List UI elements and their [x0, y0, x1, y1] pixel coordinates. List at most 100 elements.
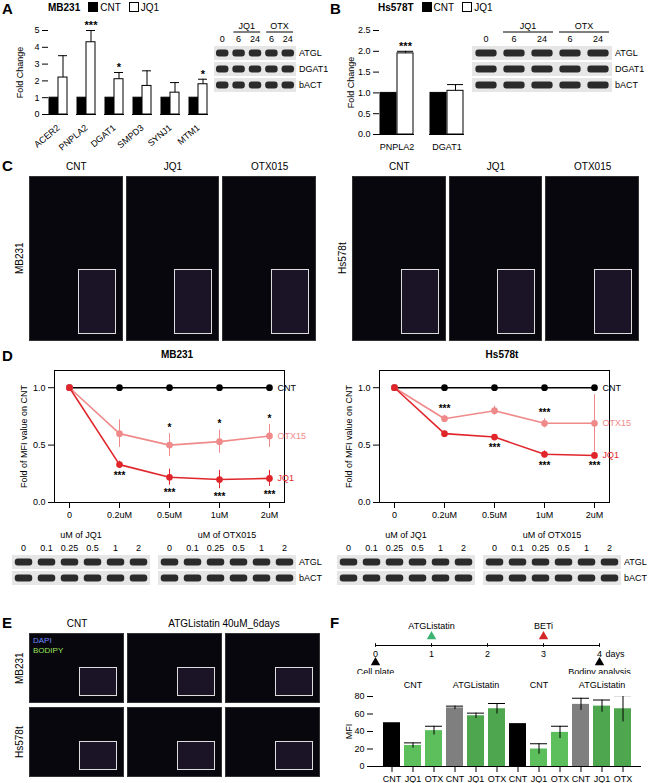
svg-text:0.2uM: 0.2uM	[432, 510, 457, 520]
svg-text:24: 24	[283, 34, 293, 44]
svg-text:Fold of MFI value on CNT: Fold of MFI value on CNT	[344, 384, 354, 488]
svg-text:0.2uM: 0.2uM	[107, 510, 132, 520]
svg-text:24: 24	[250, 34, 260, 44]
svg-text:JQ1: JQ1	[239, 21, 256, 31]
svg-text:OTX: OTX	[425, 774, 444, 783]
svg-text:6: 6	[269, 34, 274, 44]
svg-text:JQ1: JQ1	[405, 774, 422, 783]
svg-text:0.5: 0.5	[86, 543, 99, 553]
svg-text:SYNJ1: SYNJ1	[146, 123, 174, 149]
svg-text:bACT: bACT	[615, 80, 639, 90]
svg-text:*: *	[117, 61, 122, 73]
svg-text:ATGListatin: ATGListatin	[453, 680, 499, 690]
svg-text:2: 2	[282, 543, 287, 553]
svg-text:DGAT1: DGAT1	[299, 64, 328, 74]
svg-text:JQ1: JQ1	[520, 21, 537, 31]
svg-text:1: 1	[429, 649, 434, 659]
svg-text:6: 6	[511, 34, 516, 44]
svg-text:*: *	[268, 413, 272, 424]
svg-text:0: 0	[167, 543, 172, 553]
svg-text:20: 20	[354, 744, 364, 754]
svg-text:0: 0	[220, 34, 225, 44]
svg-text:CNT: CNT	[603, 383, 622, 393]
svg-text:0.1: 0.1	[511, 543, 524, 553]
svg-text:60: 60	[354, 709, 364, 719]
svg-text:0: 0	[483, 34, 488, 44]
svg-text:4: 4	[34, 42, 39, 52]
svg-text:***: ***	[539, 460, 551, 471]
svg-text:OTX: OTX	[614, 774, 633, 783]
svg-text:ATGListatin: ATGListatin	[579, 680, 625, 690]
svg-text:0: 0	[67, 510, 72, 520]
svg-text:CNT: CNT	[404, 680, 423, 690]
svg-text:*: *	[218, 418, 222, 429]
svg-text:0.0: 0.0	[358, 129, 371, 139]
svg-text:0.1: 0.1	[40, 543, 53, 553]
svg-text:0.5: 0.5	[33, 440, 46, 450]
svg-text:0: 0	[359, 761, 364, 771]
svg-text:80: 80	[354, 691, 364, 701]
svg-text:***: ***	[214, 491, 226, 502]
svg-text:***: ***	[264, 489, 276, 500]
svg-text:DGAT1: DGAT1	[615, 64, 644, 74]
svg-text:ATGL: ATGL	[624, 557, 647, 567]
svg-text:***: ***	[489, 442, 501, 453]
svg-text:BETi: BETi	[534, 621, 553, 631]
svg-text:3: 3	[34, 59, 39, 69]
svg-text:0.25: 0.25	[532, 543, 550, 553]
svg-text:1: 1	[259, 543, 264, 553]
svg-text:2: 2	[461, 543, 466, 553]
svg-text:***: ***	[85, 19, 99, 31]
svg-text:0.0: 0.0	[358, 497, 371, 507]
svg-text:*: *	[168, 422, 172, 433]
svg-text:24: 24	[537, 34, 547, 44]
svg-text:0.1: 0.1	[365, 543, 378, 553]
svg-text:MTM1: MTM1	[176, 123, 202, 147]
svg-text:40: 40	[354, 726, 364, 736]
svg-text:bACT: bACT	[624, 573, 648, 583]
svg-text:0.5: 0.5	[358, 440, 371, 450]
svg-text:uM of JQ1: uM of JQ1	[60, 530, 102, 540]
svg-text:0.25: 0.25	[207, 543, 225, 553]
svg-text:0.5: 0.5	[557, 543, 570, 553]
svg-text:ATGL: ATGL	[299, 557, 322, 567]
svg-text:6: 6	[567, 34, 572, 44]
svg-text:MFI: MFI	[344, 724, 354, 740]
svg-text:***: ***	[399, 40, 413, 52]
svg-text:JQ1: JQ1	[531, 774, 548, 783]
svg-text:3: 3	[541, 649, 546, 659]
svg-text:0: 0	[346, 543, 351, 553]
svg-text:1: 1	[34, 93, 39, 103]
svg-text:2.5: 2.5	[358, 25, 371, 35]
svg-text:***: ***	[164, 487, 176, 498]
svg-text:DGAT1: DGAT1	[89, 123, 118, 150]
svg-text:0: 0	[492, 543, 497, 553]
svg-text:CNT: CNT	[509, 774, 528, 783]
svg-text:0.5uM: 0.5uM	[482, 510, 507, 520]
svg-text:OTX15: OTX15	[603, 418, 632, 428]
svg-text:PNPLA2: PNPLA2	[380, 142, 415, 152]
svg-text:bACT: bACT	[299, 80, 323, 90]
svg-text:JQ1: JQ1	[603, 450, 620, 460]
svg-text:1uM: 1uM	[211, 510, 229, 520]
svg-text:2uM: 2uM	[586, 510, 604, 520]
svg-text:2: 2	[485, 649, 490, 659]
svg-text:5: 5	[34, 25, 39, 35]
svg-text:JQ1: JQ1	[278, 473, 295, 483]
svg-text:1.5: 1.5	[358, 67, 371, 77]
svg-text:0: 0	[34, 109, 39, 119]
svg-text:JQ1: JQ1	[594, 774, 611, 783]
svg-text:Fold of MFI value on CNT: Fold of MFI value on CNT	[19, 384, 29, 488]
svg-text:0.5: 0.5	[358, 109, 371, 119]
svg-text:OTX: OTX	[270, 21, 289, 31]
svg-text:2.0: 2.0	[358, 46, 371, 56]
svg-text:0.5uM: 0.5uM	[157, 510, 182, 520]
svg-text:uM of OTX015: uM of OTX015	[198, 530, 257, 540]
svg-text:1: 1	[584, 543, 589, 553]
svg-text:0.5: 0.5	[411, 543, 424, 553]
svg-text:0.25: 0.25	[61, 543, 79, 553]
svg-text:CNT: CNT	[572, 774, 591, 783]
svg-text:ATGListatin: ATGListatin	[408, 621, 454, 631]
svg-text:CNT: CNT	[383, 774, 402, 783]
svg-text:uM of OTX015: uM of OTX015	[523, 530, 582, 540]
